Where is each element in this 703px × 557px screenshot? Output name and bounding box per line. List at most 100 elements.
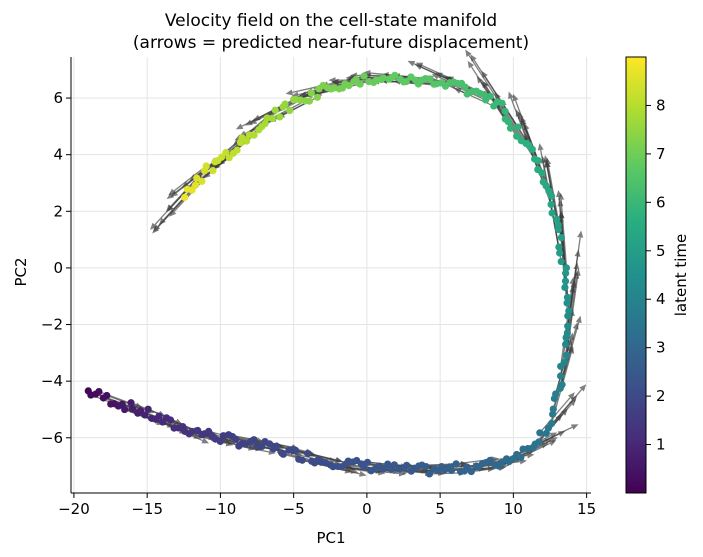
velocity-arrow-head (570, 424, 579, 430)
cell-point (486, 456, 494, 464)
cell-point (555, 243, 563, 251)
cell-point (490, 102, 498, 110)
x-tick-label: 5 (435, 500, 445, 518)
cell-point (200, 167, 209, 175)
cell-point (506, 124, 515, 132)
arrows-layer (88, 49, 587, 477)
y-tick-label: 6 (53, 89, 63, 107)
velocity-arrow-head (569, 398, 577, 407)
velocity-arrow-head (166, 192, 175, 200)
cell-point (563, 329, 571, 337)
velocity-arrow-head (557, 430, 566, 437)
x-axis-label: PC1 (316, 529, 345, 547)
cell-point (562, 269, 570, 277)
velocity-arrow (470, 66, 506, 120)
cell-point (128, 404, 137, 413)
cell-point (554, 221, 562, 229)
cell-point (482, 96, 490, 104)
colorbar-label: latent time (672, 234, 690, 317)
cell-point (236, 138, 245, 147)
y-axis-label: PC2 (12, 257, 30, 286)
velocity-arrow (563, 278, 577, 363)
cell-point (565, 307, 573, 315)
velocity-arrow-head (407, 60, 416, 67)
cell-point (315, 85, 323, 93)
cell-point (517, 137, 525, 145)
cell-point (558, 381, 566, 389)
x-tick-label: 15 (577, 500, 596, 518)
cell-point (562, 351, 571, 359)
velocity-arrow-head (168, 188, 176, 196)
cell-point (384, 460, 392, 468)
cell-point (564, 322, 572, 330)
cell-point (188, 427, 196, 436)
cell-point (407, 73, 415, 81)
cell-point (560, 358, 569, 366)
x-tick-label: 0 (362, 500, 372, 518)
velocity-arrow (560, 199, 568, 268)
colorbar-tick-label: 1 (656, 436, 666, 454)
cell-point (561, 340, 570, 348)
velocity-arrow-head (579, 384, 587, 392)
cell-point (290, 96, 298, 104)
velocity-arrow (241, 103, 286, 127)
cell-point (562, 264, 571, 272)
cell-point (396, 75, 404, 83)
velocity-arrow (471, 467, 500, 473)
velocity-arrow (157, 196, 186, 227)
colorbar-tick-label: 3 (656, 339, 666, 357)
cell-point (155, 412, 163, 420)
cell-point (534, 165, 542, 174)
cell-point (279, 450, 287, 458)
velocity-arrow-head (557, 199, 564, 207)
velocity-arrow-head (537, 143, 544, 151)
colorbar (625, 56, 647, 494)
cell-point (536, 429, 544, 437)
cell-point (563, 299, 571, 307)
cell-point (291, 446, 300, 455)
colorbar-ticks: 1 2 3 4 5 6 7 8 (646, 96, 666, 454)
cell-point (548, 209, 556, 217)
cell-point (430, 80, 438, 88)
cell-point (557, 234, 565, 242)
velocity-arrow-head (467, 60, 474, 69)
velocity-arrow-head (150, 222, 157, 230)
cell-point (253, 442, 261, 450)
cell-point (211, 158, 219, 166)
cell-point (127, 399, 135, 407)
cell-point (447, 466, 456, 474)
points-layer (84, 71, 573, 478)
cell-point (363, 458, 372, 466)
velocity-arrow-head (543, 155, 550, 163)
velocity-arrow-head (470, 54, 477, 62)
cell-point (209, 167, 217, 175)
cell-point (517, 453, 525, 462)
velocity-arrow-head (465, 49, 472, 58)
velocity-arrow (170, 177, 198, 207)
cell-point (313, 93, 321, 101)
velocity-arrow (307, 452, 348, 464)
colorbar-tick-label: 7 (656, 145, 666, 163)
velocity-arrow (560, 217, 567, 274)
y-tick-label: −6 (41, 429, 63, 447)
velocity-arrow-head (153, 224, 161, 232)
cell-point (191, 181, 200, 189)
cell-point (561, 283, 569, 292)
cell-point (166, 416, 175, 424)
cell-point (144, 405, 152, 413)
velocity-arrow-head (249, 118, 258, 125)
cell-point (556, 249, 564, 257)
x-tick-label: −5 (283, 500, 305, 518)
cell-point (183, 185, 191, 193)
cell-point (539, 178, 547, 186)
x-tick-label: −15 (131, 500, 163, 518)
velocity-arrow-head (235, 123, 244, 130)
cell-point (181, 193, 189, 202)
cell-point (513, 132, 521, 140)
velocity-arrow-head (359, 470, 367, 477)
velocity-arrow (565, 275, 579, 356)
cell-point (255, 126, 263, 134)
grid (71, 57, 591, 493)
